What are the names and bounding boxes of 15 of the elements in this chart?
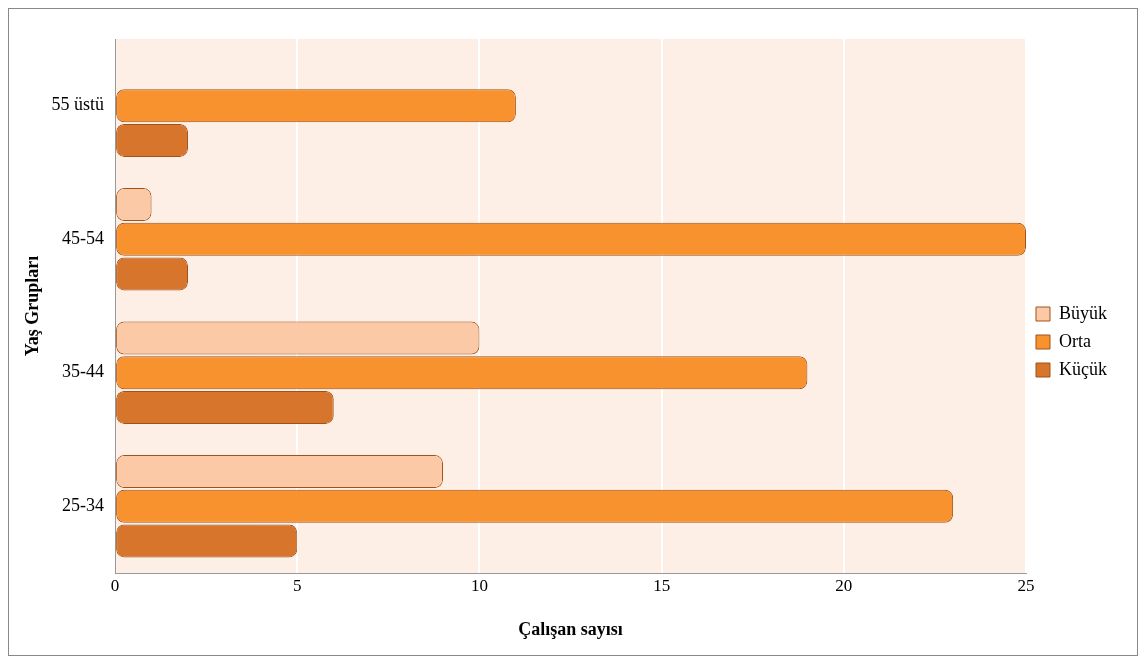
y-tick-label: 35-44 — [62, 361, 105, 382]
x-tick-label: 5 — [293, 575, 302, 595]
legend-label: Orta — [1058, 330, 1091, 351]
x-axis-title: Çalışan sayısı — [518, 618, 623, 639]
y-tick-label: 45-54 — [62, 227, 105, 248]
x-tick-label: 25 — [1017, 575, 1035, 595]
y-axis-title: Yaş Grupları — [22, 255, 43, 357]
y-tick-label: 55 üstü — [51, 94, 105, 115]
x-tick-label: 15 — [653, 575, 671, 595]
x-tick-label: 10 — [470, 575, 488, 595]
x-tick-label: 20 — [835, 575, 853, 595]
legend-label: Küçük — [1058, 358, 1107, 379]
y-tick-label: 25-34 — [62, 494, 105, 515]
legend-label: Büyük — [1058, 302, 1108, 323]
x-tick-label: 0 — [110, 575, 120, 595]
